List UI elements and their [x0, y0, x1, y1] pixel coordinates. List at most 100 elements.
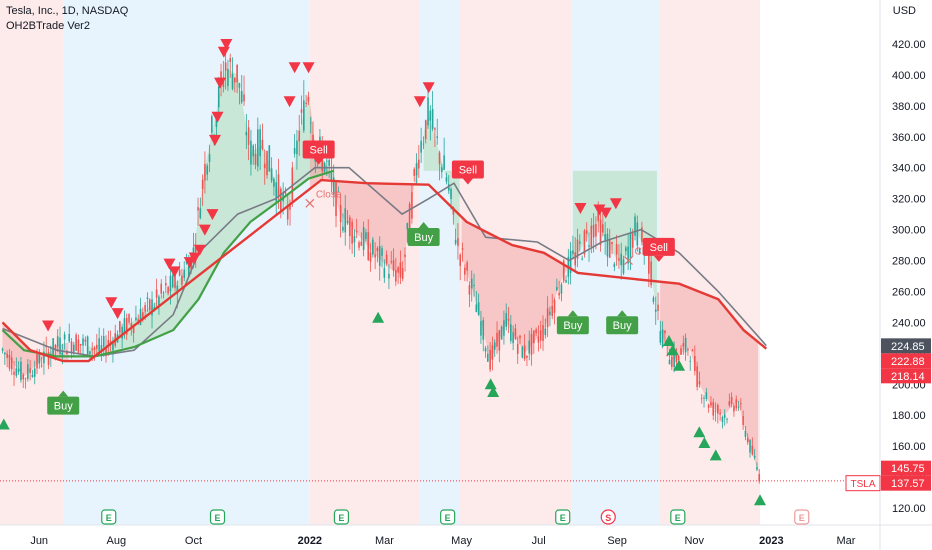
- candle-body: [123, 318, 126, 334]
- y-tick-label: 420.00: [892, 39, 926, 51]
- candle-body: [613, 263, 616, 268]
- candle-body: [346, 221, 349, 224]
- candle-body: [353, 236, 356, 243]
- candle-body: [273, 178, 275, 187]
- candle-body: [457, 238, 459, 246]
- candle-body: [102, 335, 105, 347]
- candle-body: [450, 188, 452, 199]
- candle-body: [700, 397, 703, 399]
- indicator-fill: [309, 101, 418, 276]
- candle-body: [493, 342, 496, 350]
- candle-body: [498, 330, 501, 351]
- candle-body: [480, 320, 482, 336]
- candle-body: [362, 227, 365, 250]
- candle-body: [29, 368, 31, 374]
- candle-body: [155, 289, 158, 298]
- badge-pointer: [653, 255, 664, 262]
- candle-body: [719, 412, 721, 415]
- candle-body: [8, 354, 11, 369]
- candle-body: [420, 140, 422, 153]
- candle-body: [714, 410, 717, 412]
- earnings-marker-label: E: [675, 513, 681, 523]
- candle-body: [710, 402, 712, 406]
- candle-body: [307, 96, 310, 102]
- candle-body: [275, 182, 278, 202]
- earnings-marker: [209, 509, 226, 525]
- candle-body: [519, 335, 521, 339]
- time-axis[interactable]: E E E E E S E E Jun Aug Oct 2022 Mar May Jul Sep Nov 2023…: [30, 509, 856, 547]
- split-marker: [600, 509, 616, 525]
- candle-body: [24, 378, 27, 380]
- sell-signal-triangle: [42, 320, 55, 332]
- candle-body: [59, 337, 61, 354]
- indicator-title[interactable]: OH2BTrade Ver2: [6, 20, 90, 32]
- candle-body: [224, 62, 227, 71]
- candle-body: [360, 241, 363, 246]
- bg-band: [419, 0, 460, 525]
- y-tick-label: 380.00: [892, 101, 926, 113]
- candle-body: [611, 242, 613, 245]
- bg-band: [660, 0, 761, 525]
- candle-body: [70, 341, 73, 353]
- candle-body: [385, 254, 388, 264]
- candle-body: [592, 224, 595, 238]
- candle-body: [38, 354, 41, 364]
- candle-body: [753, 456, 756, 458]
- badge-label: Buy: [563, 320, 582, 332]
- candle-body: [620, 253, 623, 266]
- candle-body: [551, 305, 554, 316]
- symbol-title[interactable]: Tesla, Inc., 1D, NASDAQ: [6, 5, 129, 17]
- candle-body: [590, 225, 593, 248]
- candle-body: [227, 69, 229, 87]
- candle-body: [629, 232, 632, 259]
- sell-signal-triangle: [163, 258, 176, 270]
- candle-body: [477, 302, 480, 315]
- bg-band: [0, 0, 64, 525]
- x-tick-label: Jul: [532, 535, 546, 547]
- candle-body: [542, 325, 544, 341]
- candle-body: [165, 283, 167, 286]
- candle-body: [206, 165, 209, 175]
- candle-body: [215, 118, 218, 127]
- sell-signal-triangle: [206, 209, 219, 221]
- candle-body: [751, 445, 754, 455]
- candle-body: [174, 272, 176, 288]
- badge-pointer: [462, 178, 473, 185]
- candle-body: [516, 343, 519, 354]
- candle-body: [443, 155, 445, 170]
- candle-body: [96, 344, 98, 349]
- price-axis[interactable]: 120.00140.00160.00180.00200.00220.00240.…: [845, 39, 931, 515]
- candle-body: [579, 241, 581, 244]
- candle-body: [36, 353, 38, 369]
- candle-body: [160, 283, 163, 294]
- candle-body: [528, 340, 531, 354]
- sell-signal-triangle: [217, 46, 230, 58]
- candle-body: [135, 317, 137, 320]
- candle-body: [305, 102, 307, 104]
- candle-body: [500, 326, 503, 340]
- buy-signal-triangle: [0, 418, 10, 430]
- candle-body: [496, 332, 498, 347]
- badge-pointer: [567, 310, 578, 317]
- candle-body: [539, 330, 542, 341]
- candle-body: [10, 357, 13, 370]
- candle-body: [27, 364, 29, 379]
- candle-body: [208, 154, 211, 162]
- candle-body: [183, 269, 186, 278]
- candle-body: [128, 314, 130, 323]
- candle-body: [43, 351, 45, 364]
- y-tick-label: 180.00: [892, 410, 926, 422]
- candle-body: [726, 418, 728, 420]
- candle-body: [576, 239, 579, 259]
- sell-signal-triangle: [211, 111, 224, 123]
- candle-body: [631, 232, 634, 248]
- candle-body: [429, 110, 432, 121]
- candle-body: [289, 204, 291, 210]
- candle-body: [627, 246, 629, 264]
- candle-body: [574, 252, 577, 266]
- candle-body: [696, 366, 698, 387]
- candle-body: [740, 403, 742, 405]
- candle-body: [335, 182, 337, 217]
